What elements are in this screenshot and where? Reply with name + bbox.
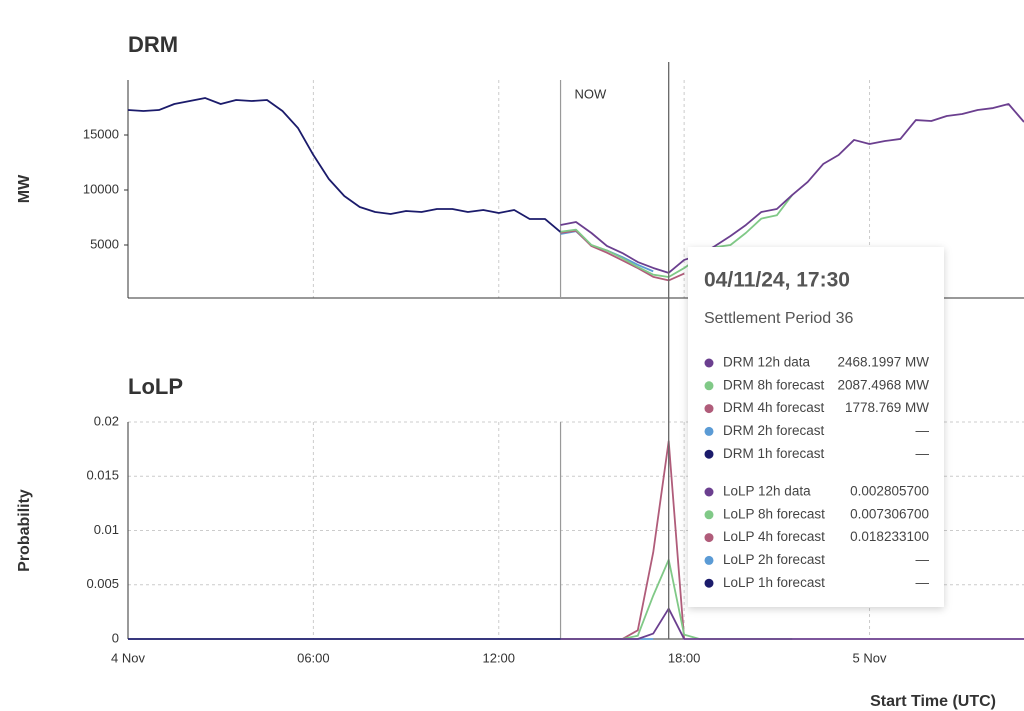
tooltip-box: [688, 247, 944, 607]
x-tick-label: 4 Nov: [111, 650, 145, 665]
series-line: [560, 194, 793, 278]
y-tick-label: 0.01: [94, 522, 119, 537]
tooltip-dot: [704, 510, 714, 520]
y-axis-label: MW: [16, 174, 33, 203]
y-tick-label: 0.015: [86, 468, 119, 483]
y-tick-label: 15000: [83, 126, 119, 141]
tooltip-series-name: DRM 2h forecast: [723, 423, 825, 438]
tooltip-dot: [704, 487, 714, 497]
chart-title: DRM: [128, 32, 178, 57]
tooltip-value: 1778.769 MW: [845, 400, 929, 415]
tooltip-dot: [704, 426, 714, 436]
tooltip-dot: [704, 358, 714, 368]
now-label: NOW: [575, 86, 608, 101]
y-tick-label: 5000: [90, 236, 119, 251]
tooltip-value: 0.007306700: [850, 506, 929, 521]
x-tick-label: 18:00: [668, 650, 701, 665]
series-line: [560, 440, 686, 640]
x-tick-label: 5 Nov: [853, 650, 887, 665]
tooltip-title: 04/11/24, 17:30: [704, 269, 850, 292]
tooltip-series-name: LoLP 2h forecast: [723, 552, 825, 567]
tooltip-value: 0.002805700: [850, 484, 929, 499]
tooltip-dot: [704, 578, 714, 588]
y-tick-label: 10000: [83, 181, 119, 196]
tooltip-series-name: LoLP 12h data: [723, 484, 811, 499]
y-tick-label: 0: [112, 630, 119, 645]
tooltip-subtitle: Settlement Period 36: [704, 310, 854, 327]
tooltip-dot: [704, 449, 714, 459]
x-tick-label: 06:00: [297, 650, 330, 665]
tooltip-series-name: DRM 8h forecast: [723, 377, 825, 392]
series-line: [127, 97, 562, 233]
tooltip-value: —: [916, 446, 930, 461]
x-tick-label: 12:00: [482, 650, 515, 665]
y-axis-label: Probability: [16, 489, 33, 572]
tooltip-value: —: [916, 423, 930, 438]
tooltip-dot: [704, 533, 714, 543]
x-axis-label: Start Time (UTC): [870, 693, 996, 710]
tooltip-series-name: DRM 1h forecast: [723, 446, 825, 461]
tooltip-dot: [704, 404, 714, 414]
y-tick-label: 0.02: [94, 413, 119, 428]
y-tick-label: 0.005: [86, 576, 119, 591]
tooltip-value: —: [916, 575, 930, 590]
tooltip-dot: [704, 381, 714, 391]
tooltip-dot: [704, 555, 714, 565]
tooltip-value: 2468.1997 MW: [837, 355, 929, 370]
tooltip-value: —: [916, 552, 930, 567]
tooltip-value: 0.018233100: [850, 529, 929, 544]
tooltip-series-name: LoLP 8h forecast: [723, 506, 825, 521]
tooltip-series-name: LoLP 4h forecast: [723, 529, 825, 544]
tooltip-series-name: LoLP 1h forecast: [723, 575, 825, 590]
series-line: [560, 103, 1024, 274]
series-line: [560, 229, 685, 282]
tooltip-series-name: DRM 4h forecast: [723, 400, 825, 415]
series-line: [560, 607, 1024, 640]
tooltip-value: 2087.4968 MW: [837, 377, 929, 392]
tooltip: 04/11/24, 17:30 Settlement Period 36 DRM 1…: [688, 247, 944, 607]
chart-title: LoLP: [128, 374, 183, 399]
tooltip-series-name: DRM 12h data: [723, 355, 811, 370]
